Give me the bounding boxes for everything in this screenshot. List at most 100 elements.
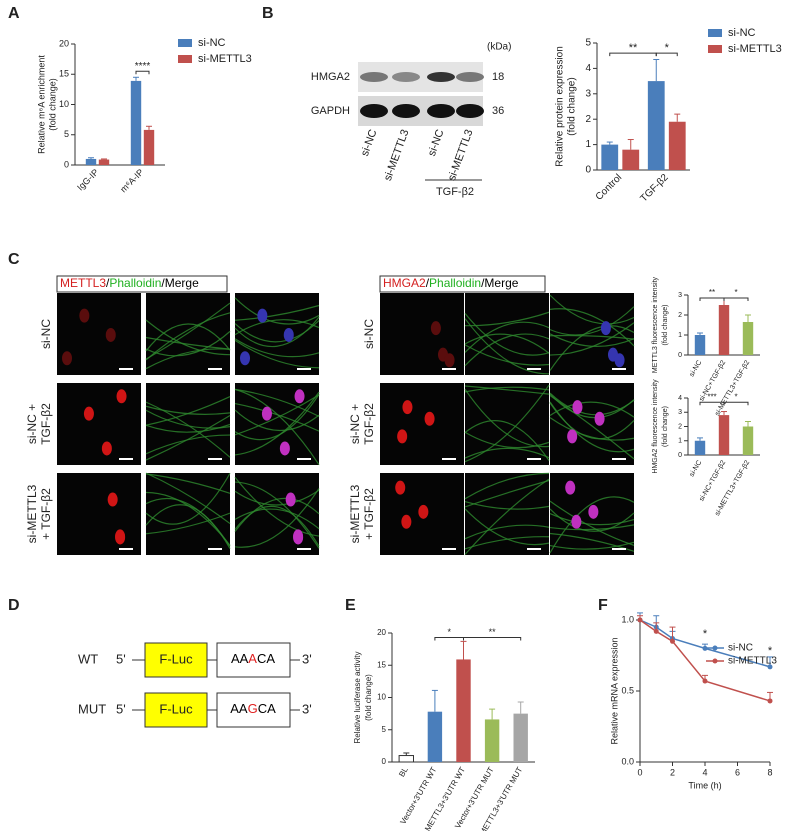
seq-part: CA: [257, 651, 275, 666]
actin-fiber: [234, 338, 320, 358]
nucleus: [115, 530, 126, 545]
five-prime: 5': [116, 701, 126, 716]
actin-fiber: [464, 333, 550, 354]
actin-fiber: [549, 417, 635, 441]
seq-part: A: [248, 651, 257, 666]
blot-unit: (kDa): [487, 42, 511, 53]
bar: [694, 440, 706, 455]
micrograph: [235, 473, 319, 555]
nucleus: [565, 480, 576, 495]
x-tick-label: 2: [670, 767, 675, 777]
row-label: si-METTL3: [348, 484, 362, 543]
actin-fiber: [549, 392, 635, 416]
seq-part: AA: [231, 651, 249, 666]
actin-fiber: [549, 508, 635, 532]
actin-fiber: [234, 316, 320, 348]
actin-fiber: [549, 334, 635, 340]
micrograph: [146, 383, 230, 465]
utr-seq: AAGCA: [230, 701, 276, 716]
y-axis-label: (fold change): [364, 674, 373, 721]
legend-swatch: [178, 55, 192, 63]
actin-fiber: [464, 447, 550, 459]
y-tick-label: 2: [585, 114, 591, 125]
nucleus: [395, 480, 406, 495]
nucleus: [257, 308, 268, 323]
significance-bracket: [463, 637, 522, 641]
y-tick-label: 5: [64, 129, 69, 139]
stain-part: Phalloidin: [109, 276, 161, 290]
actin-fiber: [234, 393, 320, 441]
bar: [694, 335, 706, 355]
bar: [143, 129, 155, 165]
y-tick-label: 3: [678, 409, 682, 416]
actin-fiber: [234, 508, 320, 530]
y-axis-label: (fold change): [662, 406, 669, 447]
micrograph: [57, 473, 141, 555]
significance-label: **: [629, 42, 638, 54]
stain-part: /Merge: [161, 276, 199, 290]
actin-fiber: [234, 505, 320, 547]
actin-fiber: [145, 401, 231, 458]
seq-part: G: [248, 701, 258, 716]
nucleus: [397, 429, 408, 444]
y-tick-label: 0: [678, 452, 682, 459]
bar: [668, 121, 686, 170]
five-prime: 5': [116, 651, 126, 666]
construct-name: MUT: [78, 701, 106, 716]
actin-fiber: [234, 489, 320, 506]
significance-label: *: [734, 392, 737, 401]
bar: [601, 144, 619, 170]
y-tick-label: 15: [377, 660, 386, 669]
nucleus: [588, 504, 599, 519]
actin-fiber: [464, 311, 550, 327]
actin-fiber: [464, 524, 550, 540]
nucleus: [240, 351, 251, 366]
nucleus: [83, 406, 94, 421]
gene-name: F-Luc: [159, 701, 193, 716]
actin-fiber: [145, 336, 231, 350]
significance-label: **: [709, 288, 715, 297]
actin-fiber: [234, 320, 320, 343]
y-tick-label: 2: [678, 312, 682, 319]
gene-name: F-Luc: [159, 651, 193, 666]
row-label: TGF-β2: [362, 403, 376, 445]
actin-fiber: [464, 312, 550, 356]
bar: [742, 426, 754, 455]
significance-label: *: [734, 288, 737, 297]
legend-swatch: [178, 39, 192, 47]
seq-part: CA: [258, 701, 276, 716]
y-tick-label: 0: [585, 165, 591, 176]
actin-fiber: [549, 541, 635, 550]
actin-fiber: [464, 321, 550, 353]
y-tick-label: 3: [585, 88, 591, 99]
legend-label: si-NC: [728, 643, 753, 654]
actin-fiber: [234, 481, 320, 549]
x-tick-label: 6: [735, 767, 740, 777]
y-tick-label: 2: [678, 423, 682, 430]
nucleus: [401, 514, 412, 529]
treatment-label: TGF-β2: [436, 186, 474, 198]
actin-fiber: [145, 319, 231, 356]
actin-fiber: [464, 508, 550, 546]
nucleus: [101, 441, 112, 456]
legend-label: si-NC: [198, 37, 226, 49]
actin-fiber: [234, 476, 320, 537]
bar: [130, 80, 142, 165]
y-tick-label: 0: [678, 352, 682, 359]
y-tick-label: 0.0: [621, 756, 634, 766]
legend-label: si-METTL3: [728, 43, 782, 55]
actin-fiber: [464, 333, 550, 367]
nucleus: [567, 429, 578, 444]
gene-box: [144, 642, 208, 678]
y-tick-label: 3: [678, 292, 682, 299]
row-label: + TGF-β2: [39, 488, 53, 540]
blot-band: [392, 104, 420, 118]
bar: [513, 713, 528, 762]
y-axis-label: Relative protein expression: [555, 46, 566, 167]
x-tick-label: 8: [767, 767, 772, 777]
nucleus: [285, 492, 296, 507]
legend-label: si-METTL3: [728, 656, 777, 667]
actin-fiber: [549, 500, 635, 546]
stain-header: METTL3/Phalloidin/Merge: [60, 276, 199, 290]
y-axis-label: (fold change): [47, 78, 57, 131]
